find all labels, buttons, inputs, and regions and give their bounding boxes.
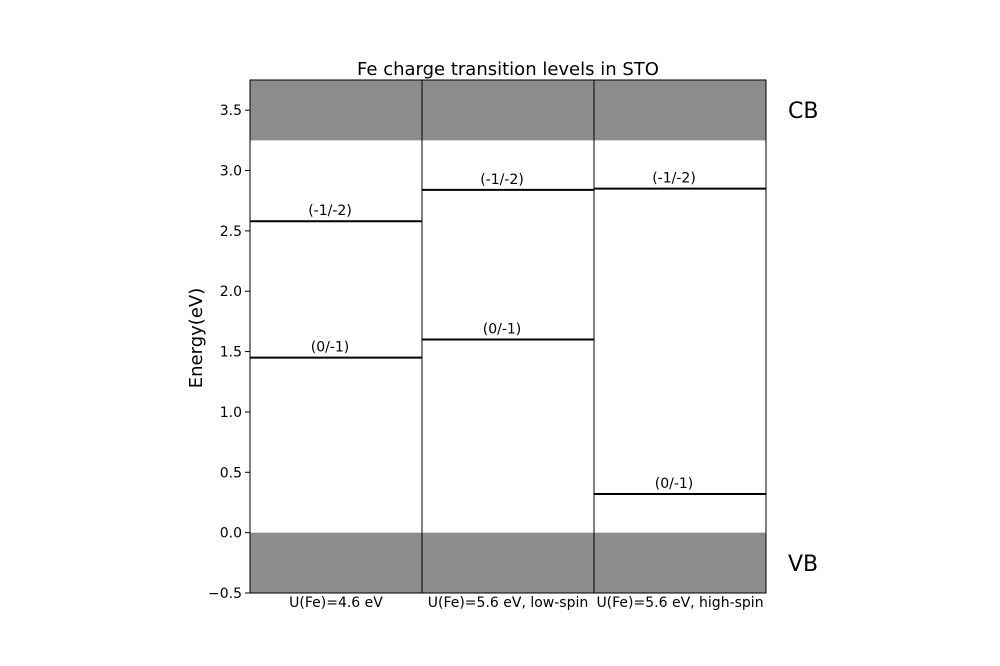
transition-level-label: (-1/-2): [308, 203, 352, 219]
y-tick-label: 2.5: [220, 224, 242, 240]
y-tick-label: −0.5: [208, 586, 242, 602]
plot-area: CB VB −0.5 0.0 0.5 1.0 1.5 2.0 2.5 3.0 3.5 U(Fe)=4.…: [208, 79, 818, 611]
y-tick-label: 3.0: [220, 164, 242, 180]
band-vb: [250, 532, 766, 593]
x-category-label: U(Fe)=5.6 eV, low-spin: [428, 595, 589, 611]
transition-level-label: (-1/-2): [652, 171, 696, 187]
transition-level-label: (0/-1): [483, 322, 522, 338]
chart-title: Fe charge transition levels in STO: [357, 59, 659, 80]
band-label-vb: VB: [788, 552, 818, 577]
y-tick-label: 2.0: [220, 284, 242, 300]
band-label-cb: CB: [788, 99, 818, 124]
y-tick-label: 1.0: [220, 405, 242, 421]
band-cb: [250, 80, 766, 141]
transition-level-label: (0/-1): [311, 340, 350, 356]
y-tick-label: 0.0: [220, 526, 242, 542]
transition-level-label: (0/-1): [655, 476, 694, 492]
x-category-label: U(Fe)=4.6 eV: [289, 595, 383, 611]
plot-frame: [249, 79, 767, 594]
x-category-label: U(Fe)=5.6 eV, high-spin: [596, 595, 763, 611]
y-axis-label: Energy(eV): [186, 288, 207, 388]
y-tick-label: 0.5: [220, 465, 242, 481]
transition-level-label: (-1/-2): [480, 172, 524, 188]
y-tick-label: 1.5: [220, 345, 242, 361]
y-tick-label: 3.5: [220, 103, 242, 119]
